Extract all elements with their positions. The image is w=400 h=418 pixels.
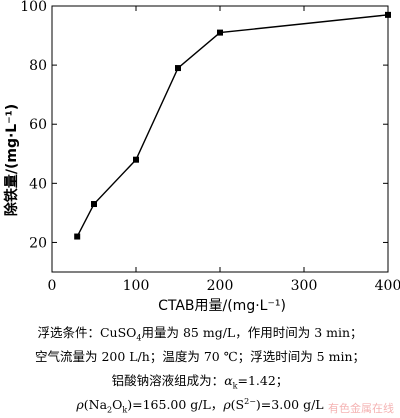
caption-line-4-part-f: (S — [230, 397, 245, 412]
caption-line-4-rho-1: ρ — [76, 397, 84, 412]
caption-line-1-part-b: 用量为 85 mg/L，作用时间为 3 min； — [141, 325, 363, 340]
data-point-marker — [133, 156, 139, 163]
caption-line-2: 空气流量为 200 L/h；温度为 70 ℃；浮选时间为 5 min； — [0, 346, 400, 365]
data-point-marker — [217, 29, 223, 36]
x-axis-label: CTAB用量/(mg·L⁻¹) — [158, 298, 286, 314]
caption-line-1-part-a: 浮选条件：CuSO — [37, 325, 137, 340]
caption-line-4-subscript-1: 2 — [107, 405, 113, 415]
caption-line-3: 铝酸钠溶液组成为：αk=1.42； — [0, 370, 400, 391]
data-series — [74, 11, 391, 240]
caption-line-3-symbol: α — [224, 373, 233, 388]
x-tick-label: 300 — [291, 278, 318, 294]
y-axis-label: 除铁量/(mg·L⁻¹) — [3, 104, 20, 216]
y-tick-label: 100 — [20, 0, 47, 15]
y-tick-label: 80 — [29, 58, 47, 74]
y-tick-label: 40 — [29, 176, 47, 192]
data-point-marker — [74, 233, 81, 240]
caption-line-1: 浮选条件：CuSO4用量为 85 mg/L，作用时间为 3 min； — [0, 322, 400, 343]
caption-line-4: ρ(Na2Ok)=165.00 g/L，ρ(S2−)=3.00 g/L — [0, 394, 400, 415]
y-tick-label: 20 — [29, 235, 47, 251]
x-tick-label: 0 — [48, 278, 57, 294]
plot-axes — [51, 5, 389, 273]
watermark: 有色金属在线 — [328, 402, 394, 415]
line-chart: 20 40 60 80 100 0 100 200 300 400 除铁量/(mg·L⁻¹) C… — [3, 0, 400, 314]
caption-line-2-text: 空气流量为 200 L/h；温度为 70 ℃；浮选时间为 5 min； — [34, 349, 365, 364]
caption-line-1-subscript: 4 — [136, 333, 142, 343]
x-axis-ticks: 0 100 200 300 400 — [48, 6, 400, 294]
y-axis-ticks: 20 40 60 80 100 — [20, 0, 388, 251]
x-tick-label: 100 — [123, 278, 150, 294]
caption-line-4-part-g: )=3.00 g/L — [255, 397, 324, 412]
caption-line-4-superscript: 2− — [244, 396, 256, 406]
y-tick-label: 60 — [29, 117, 47, 133]
series-line — [76, 14, 389, 237]
data-point-marker — [385, 11, 391, 18]
data-point-marker — [91, 201, 97, 208]
caption-line-3-part-a: 铝酸钠溶液组成为： — [111, 373, 225, 388]
caption-line-4-subscript-2: k — [122, 405, 128, 415]
caption-line-3-part-b: =1.42； — [237, 373, 289, 388]
plot-frame — [51, 5, 389, 273]
caption-line-4-rho-2: ρ — [223, 397, 231, 412]
caption-line-3-subscript: k — [232, 381, 238, 391]
x-tick-label: 400 — [375, 278, 400, 294]
caption-line-4-part-d: )=165.00 g/L， — [127, 397, 224, 412]
caption-line-4-part-b: (Na — [83, 397, 108, 412]
data-point-marker — [175, 65, 181, 72]
caption-line-4-part-c: O — [112, 397, 123, 412]
x-tick-label: 200 — [207, 278, 234, 294]
